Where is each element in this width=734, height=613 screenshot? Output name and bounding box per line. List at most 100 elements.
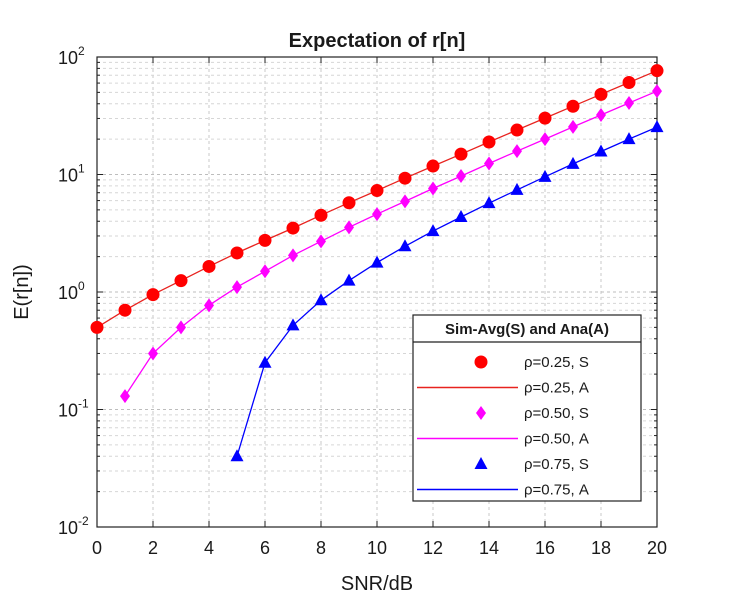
x-tick-label: 16 <box>535 538 555 558</box>
data-point-rho075 <box>454 209 468 222</box>
y-tick-label: 10-1 <box>58 397 89 421</box>
x-tick-label: 0 <box>92 538 102 558</box>
data-point-rho075 <box>258 355 272 368</box>
legend-entry-label: ρ=0.25, S <box>524 354 589 371</box>
data-point-rho025 <box>594 87 608 101</box>
data-point-rho025 <box>650 64 664 78</box>
data-point-rho025 <box>622 75 636 89</box>
y-tick-base: 10 <box>58 401 78 421</box>
y-axis-label: E(r[n]) <box>11 264 33 320</box>
data-point-rho050 <box>428 181 438 196</box>
x-axis-label: SNR/dB <box>341 573 413 595</box>
data-point-rho025 <box>286 221 300 235</box>
grid-lines <box>97 57 657 527</box>
data-point-rho075 <box>342 273 356 286</box>
legend-marker-diamond <box>476 406 486 420</box>
data-point-rho025 <box>174 274 188 288</box>
data-point-rho025 <box>398 171 412 185</box>
data-point-rho025 <box>118 303 132 317</box>
x-tick-label: 12 <box>423 538 443 558</box>
x-tick-label: 18 <box>591 538 611 558</box>
data-point-rho050 <box>652 84 662 99</box>
data-point-rho075 <box>398 239 412 252</box>
data-point-rho050 <box>456 169 466 184</box>
legend-entry-label: ρ=0.75, A <box>524 482 589 499</box>
data-point-rho025 <box>342 196 356 210</box>
y-tick-exponent: -2 <box>78 514 89 528</box>
y-tick-base: 10 <box>58 166 78 186</box>
legend-box <box>412 314 642 502</box>
data-point-rho025 <box>314 208 328 222</box>
data-point-rho050 <box>120 389 130 404</box>
x-tick-label: 8 <box>316 538 326 558</box>
chart-title: Expectation of r[n] <box>289 30 466 52</box>
series-line-rho075 <box>236 126 658 457</box>
legend-entries: ρ=0.25, S ρ=0.25, A ρ=0.50, S ρ=0.50, A ρ=0.… <box>417 354 589 499</box>
data-point-rho050 <box>316 234 326 249</box>
data-point-rho050 <box>232 280 242 295</box>
data-point-rho025 <box>230 246 244 260</box>
y-tick-base: 10 <box>58 283 78 303</box>
y-tick-exponent: 0 <box>78 279 85 293</box>
data-point-rho075 <box>370 255 384 268</box>
y-tick-label: 100 <box>58 279 85 303</box>
data-point-rho050 <box>148 346 158 361</box>
x-tick-label: 4 <box>204 538 214 558</box>
data-point-rho050 <box>344 220 354 235</box>
data-point-rho050 <box>288 248 298 263</box>
y-tick-label: 101 <box>58 162 85 186</box>
data-point-rho025 <box>482 135 496 149</box>
legend-entry-label: ρ=0.50, S <box>524 405 589 422</box>
data-point-rho050 <box>260 264 270 279</box>
x-tick-label: 10 <box>367 538 387 558</box>
data-point-rho025 <box>258 233 272 247</box>
legend-marker-triangle <box>474 457 488 469</box>
data-point-rho025 <box>538 111 552 125</box>
data-point-rho075 <box>594 144 608 157</box>
data-point-rho025 <box>510 123 524 137</box>
data-point-rho025 <box>90 320 104 334</box>
data-point-rho025 <box>426 159 440 173</box>
data-point-rho075 <box>650 120 664 133</box>
legend-title: Sim-Avg(S) and Ana(A) <box>445 321 609 338</box>
legend-entry-label: ρ=0.75, S <box>524 456 589 473</box>
data-point-rho050 <box>624 95 634 110</box>
data-point-rho075 <box>426 224 440 237</box>
data-point-rho075 <box>230 449 244 462</box>
legend-entry-label: ρ=0.50, A <box>524 431 589 448</box>
data-point-rho050 <box>596 107 606 122</box>
y-tick-label: 102 <box>58 44 85 68</box>
data-point-rho075 <box>314 293 328 306</box>
data-point-rho075 <box>538 169 552 182</box>
y-tick-label: 10-2 <box>58 514 89 538</box>
data-point-rho050 <box>540 132 550 147</box>
series-group <box>90 64 664 462</box>
x-tick-label: 6 <box>260 538 270 558</box>
x-tick-label: 2 <box>148 538 158 558</box>
legend-entry-label: ρ=0.25, A <box>524 380 589 397</box>
data-point-rho050 <box>400 194 410 209</box>
data-point-rho075 <box>510 182 524 195</box>
x-tick-label: 20 <box>647 538 667 558</box>
data-point-rho050 <box>512 144 522 159</box>
data-point-rho025 <box>566 99 580 113</box>
data-point-rho050 <box>484 156 494 171</box>
data-point-rho050 <box>176 320 186 335</box>
y-tick-exponent: -1 <box>78 397 89 411</box>
x-tick-label: 14 <box>479 538 499 558</box>
y-tick-exponent: 1 <box>78 162 85 176</box>
data-point-rho050 <box>568 119 578 134</box>
data-point-rho025 <box>202 259 216 273</box>
data-point-rho050 <box>372 207 382 222</box>
data-point-rho075 <box>622 132 636 145</box>
y-tick-base: 10 <box>58 518 78 538</box>
y-tick-exponent: 2 <box>78 44 85 58</box>
y-tick-base: 10 <box>58 48 78 68</box>
series-line-rho050 <box>124 90 658 397</box>
data-point-rho025 <box>454 147 468 161</box>
data-point-rho025 <box>146 288 160 302</box>
data-point-rho075 <box>566 156 580 169</box>
